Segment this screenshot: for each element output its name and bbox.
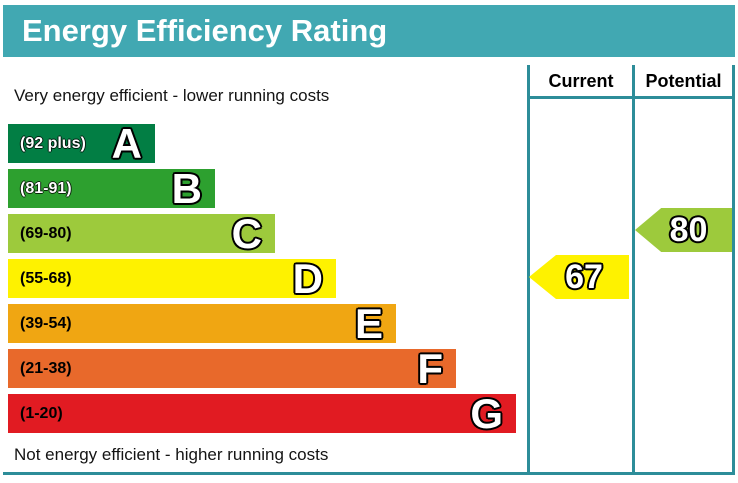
band-f-range-label: (21-38)	[20, 359, 72, 377]
band-f-letter: F	[417, 344, 443, 392]
band-c-letter: C	[231, 209, 262, 257]
table-line-right-vertical	[732, 65, 735, 475]
band-b: (81-91) B	[8, 164, 215, 212]
table-line-left-vertical	[527, 65, 530, 475]
page-title: Energy Efficiency Rating	[22, 13, 388, 48]
band-e: (39-54) E	[8, 299, 396, 347]
potential-rating-arrow: 80	[635, 208, 732, 252]
current-rating-value: 67	[565, 258, 603, 296]
band-b-letter: B	[171, 164, 202, 212]
potential-rating-value: 80	[669, 211, 708, 249]
current-column-header: Current	[548, 70, 614, 91]
band-d-range-label: (55-68)	[20, 269, 72, 287]
table-line-header-divider	[527, 96, 735, 99]
band-g: (1-20) G	[8, 389, 516, 437]
band-a-range-label: (92 plus)	[20, 134, 86, 152]
band-g-letter: G	[470, 389, 503, 437]
band-b-range-label: (81-91)	[20, 179, 72, 197]
band-c-range-label: (69-80)	[20, 224, 72, 242]
band-d: (55-68) D	[8, 254, 336, 302]
band-d-letter: D	[292, 254, 323, 302]
top-caption: Very energy efficient - lower running co…	[14, 86, 330, 105]
table-line-middle-vertical	[632, 65, 635, 475]
band-a: (92 plus) A	[8, 119, 155, 167]
bottom-caption: Not energy efficient - higher running co…	[14, 445, 329, 464]
band-a-letter: A	[111, 119, 142, 167]
current-rating-arrow: 67	[529, 255, 629, 299]
rating-bands: (92 plus) A (81-91) B (69-80) C (55-68) …	[8, 119, 516, 439]
band-e-range-label: (39-54)	[20, 314, 72, 332]
band-e-letter: E	[354, 299, 383, 347]
potential-column-header: Potential	[645, 70, 722, 91]
band-f: (21-38) F	[8, 344, 456, 392]
table-line-bottom	[3, 472, 735, 475]
band-g-range-label: (1-20)	[20, 404, 63, 422]
title-bar: Energy Efficiency Rating	[3, 5, 735, 57]
band-c: (69-80) C	[8, 209, 275, 257]
